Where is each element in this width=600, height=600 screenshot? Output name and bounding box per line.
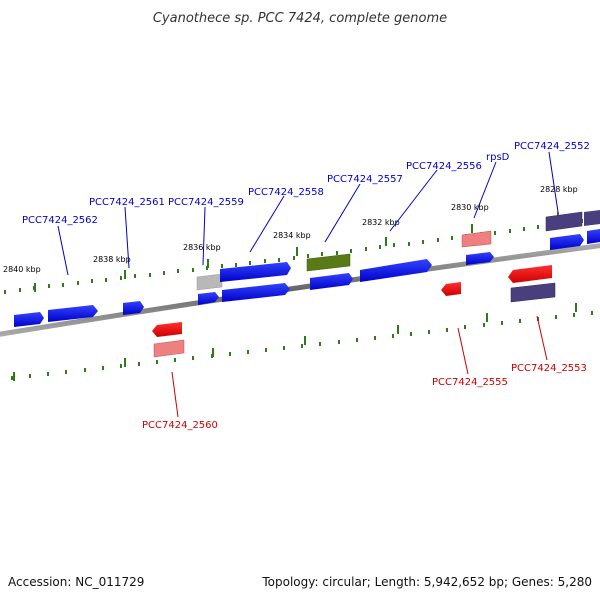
gene-pcc7424-2559[interactable] bbox=[198, 292, 219, 305]
feature-purple-lower[interactable] bbox=[510, 282, 556, 303]
gene-pcc7424-2552-upper[interactable] bbox=[550, 234, 584, 250]
genome-summary-text: Topology: circular; Length: 5,942,652 bp… bbox=[261, 575, 592, 589]
gene-pcc7424-2561[interactable] bbox=[123, 301, 144, 315]
gene-pcc7424-2558[interactable] bbox=[222, 283, 290, 302]
gene-label-pcc7424-2556[interactable]: PCC7424_2556 bbox=[406, 161, 482, 172]
accession-text: Accession: NC_011729 bbox=[8, 575, 144, 589]
kbp-label-2828: 2828 kbp bbox=[540, 185, 578, 194]
lower-tick-row bbox=[11, 303, 593, 381]
kbp-label-2836: 2836 kbp bbox=[183, 243, 221, 252]
gene-label-pcc7424-2559[interactable]: PCC7424_2559 bbox=[168, 197, 244, 208]
gene-label-pcc7424-2555[interactable]: PCC7424_2555 bbox=[432, 377, 508, 388]
gene-edge-upper[interactable] bbox=[587, 229, 600, 244]
gene-pcc7424-2553[interactable] bbox=[508, 265, 552, 283]
gene-label-pcc7424-2557[interactable]: PCC7424_2557 bbox=[327, 174, 403, 185]
reverse-gene-row bbox=[152, 265, 556, 358]
gene-label-rpsd[interactable]: rpsD bbox=[486, 152, 510, 163]
genome-title: Cyanothece sp. PCC 7424, complete genome bbox=[153, 11, 447, 26]
gene-pcc7424-2562-b[interactable] bbox=[48, 305, 98, 322]
kbp-label-2838: 2838 kbp bbox=[93, 255, 131, 264]
label-leader-lines bbox=[57, 151, 559, 418]
feature-purple-1[interactable] bbox=[545, 211, 583, 232]
feature-olive[interactable] bbox=[306, 253, 351, 272]
gene-pcc7424-2556-upper[interactable] bbox=[360, 259, 432, 282]
gene-label-pcc7424-2553[interactable]: PCC7424_2553 bbox=[511, 363, 587, 374]
kbp-label-2840: 2840 kbp bbox=[3, 265, 41, 274]
forward-gene-row bbox=[14, 273, 353, 327]
kbp-label-2834: 2834 kbp bbox=[273, 231, 311, 240]
gene-pcc7424-2558-upper[interactable] bbox=[220, 262, 291, 282]
feature-gray[interactable] bbox=[196, 273, 223, 291]
feature-light-red-lower[interactable] bbox=[153, 339, 185, 358]
upper-feature-track bbox=[196, 210, 600, 291]
gene-label-pcc7424-2561[interactable]: PCC7424_2561 bbox=[89, 197, 165, 208]
kbp-label-2830: 2830 kbp bbox=[451, 203, 489, 212]
kbp-label-2832: 2832 kbp bbox=[362, 218, 400, 227]
gene-pcc7424-2557[interactable] bbox=[310, 273, 353, 290]
gene-label-pcc7424-2552[interactable]: PCC7424_2552 bbox=[514, 141, 590, 152]
gene-label-pcc7424-2558[interactable]: PCC7424_2558 bbox=[248, 187, 324, 198]
feature-purple-2[interactable] bbox=[584, 210, 600, 226]
gene-pcc7424-2562-a[interactable] bbox=[14, 312, 44, 327]
genome-backbone bbox=[0, 243, 600, 337]
gene-pcc7424-2555[interactable] bbox=[441, 282, 461, 296]
gene-label-pcc7424-2560[interactable]: PCC7424_2560 bbox=[142, 420, 218, 431]
gene-pcc7424-2560[interactable] bbox=[152, 322, 182, 337]
feature-light-red-upper[interactable] bbox=[461, 230, 492, 248]
gene-label-pcc7424-2562[interactable]: PCC7424_2562 bbox=[22, 215, 98, 226]
gene-rpsd-upper[interactable] bbox=[466, 252, 494, 265]
